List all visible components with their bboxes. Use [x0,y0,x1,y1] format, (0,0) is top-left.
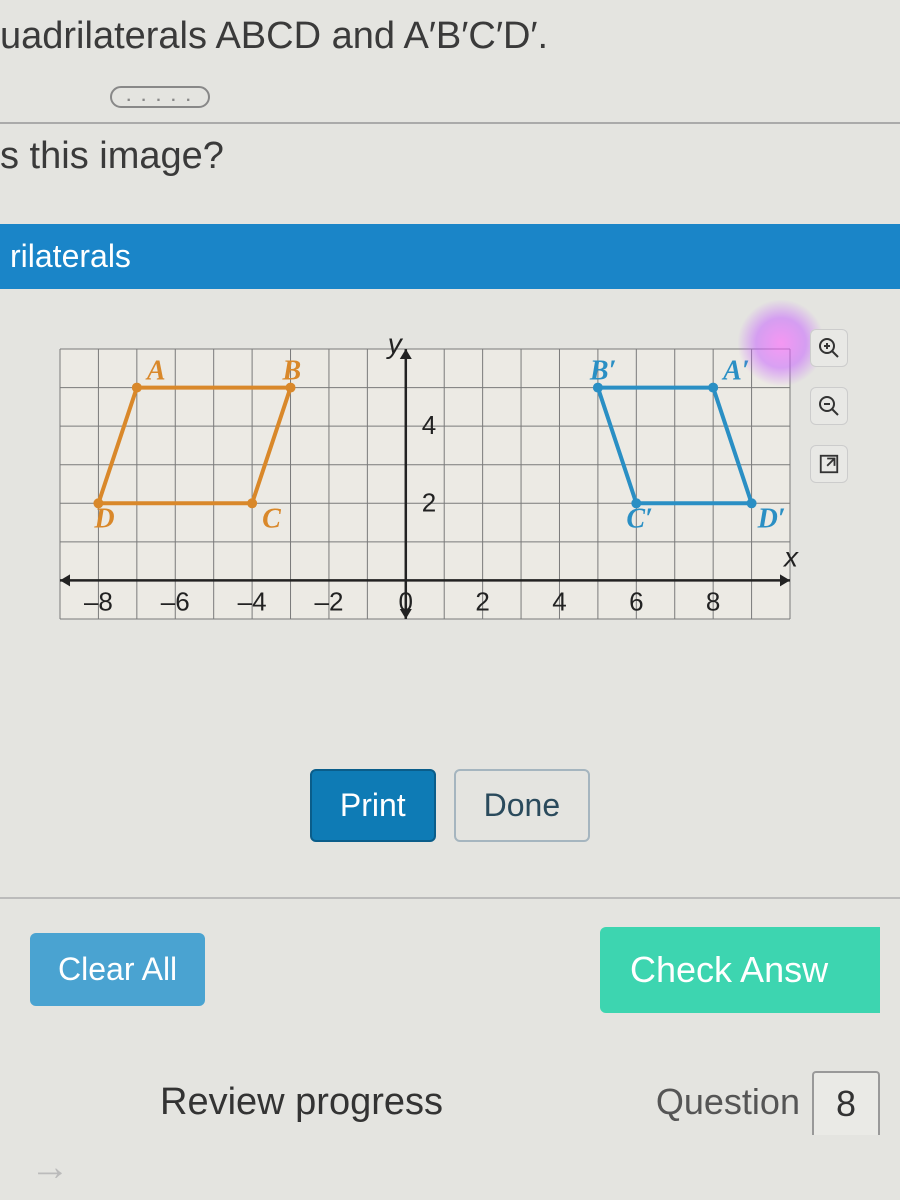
clear-all-button[interactable]: Clear All [30,933,205,1006]
panel-title: rilaterals [10,238,131,274]
svg-text:B: B [282,355,302,386]
svg-text:2: 2 [422,487,436,517]
svg-text:4: 4 [422,410,436,440]
divider [0,122,900,124]
svg-text:8: 8 [706,586,720,616]
print-button[interactable]: Print [310,769,436,842]
svg-text:B′: B′ [589,355,617,386]
expand-icon [818,453,840,475]
dialog-button-row: Print Done [0,769,900,842]
question-line-1: uadrilaterals ABCD and A′B′C′D′. [0,10,900,63]
svg-text:y: y [386,329,404,359]
graph-area: –8 –6 –4 –2 0 2 4 6 8 2 4 y x A B C D B′ A′ D′ C′ [40,329,860,709]
question-word: Question [656,1071,812,1135]
expand-button[interactable] [810,445,848,483]
action-bar: Clear All Check Answ [0,897,900,1033]
back-arrow-icon[interactable]: → [30,1145,70,1190]
zoom-in-icon [817,336,841,360]
zoom-tools [810,329,848,483]
coordinate-chart[interactable]: –8 –6 –4 –2 0 2 4 6 8 2 4 y x A B C D B′ A′ D′ C′ [40,329,810,669]
svg-text:A′: A′ [721,355,750,386]
dots-pill: . . . . . [110,86,210,108]
svg-text:A: A [145,355,166,386]
svg-text:6: 6 [629,586,643,616]
check-answer-button[interactable]: Check Answ [600,927,880,1013]
done-button[interactable]: Done [454,769,591,842]
svg-text:x: x [782,541,799,572]
svg-text:D: D [93,503,114,534]
svg-text:C: C [262,503,281,534]
review-row: Review progress Question 8 [0,1071,900,1135]
question-header: uadrilaterals ABCD and A′B′C′D′. . . . .… [0,0,900,204]
svg-text:–6: –6 [161,586,190,616]
review-progress-label[interactable]: Review progress [160,1081,443,1124]
svg-text:2: 2 [475,586,489,616]
question-number[interactable]: 8 [812,1071,880,1135]
svg-text:–2: –2 [314,586,343,616]
svg-text:C′: C′ [626,503,653,534]
zoom-in-button[interactable] [810,329,848,367]
question-line-2: s this image? [0,130,900,183]
svg-text:4: 4 [552,586,566,616]
svg-text:0: 0 [399,586,413,616]
zoom-out-icon [817,394,841,418]
question-indicator: Question 8 [656,1071,880,1135]
svg-text:–4: –4 [238,586,267,616]
panel-title-bar: rilaterals [0,224,900,289]
svg-text:D′: D′ [757,503,786,534]
zoom-out-button[interactable] [810,387,848,425]
svg-text:–8: –8 [84,586,113,616]
